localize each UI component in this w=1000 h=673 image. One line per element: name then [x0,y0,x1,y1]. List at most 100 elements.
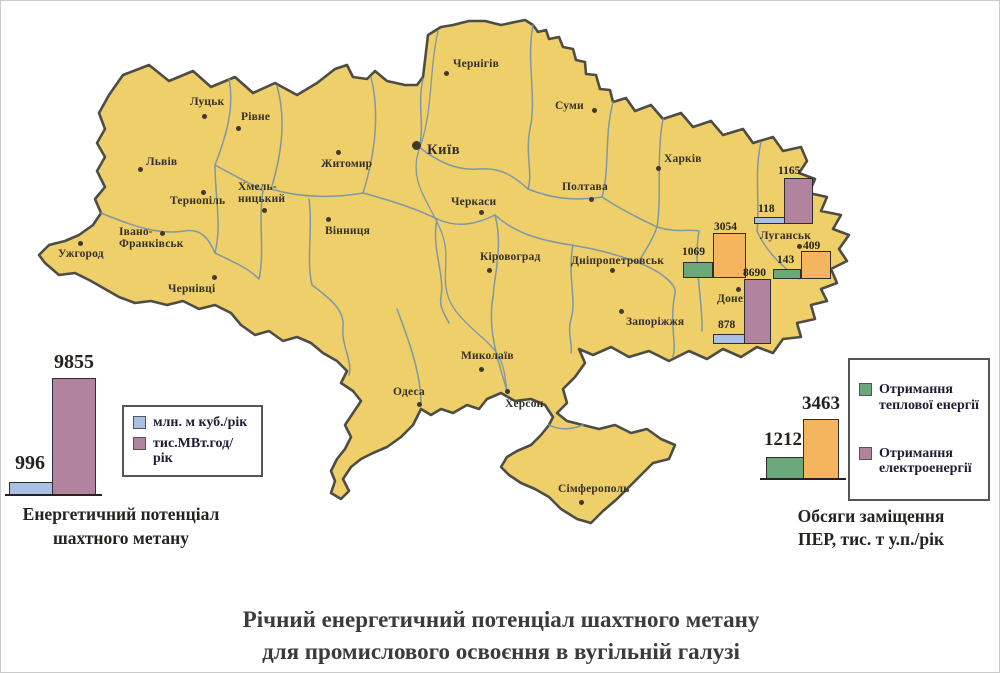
dnipro-river [415,30,509,394]
city-label: Чернівці [168,283,216,295]
city-label: Вінниця [325,225,370,237]
city-label: Черкаси [451,196,497,208]
city-label: Сімферополь [558,483,630,495]
city-label: Чернігів [453,58,499,70]
legend-label: тис.МВт.год/рік [153,435,234,467]
bar-value-luhansk-green: 143 [777,254,795,266]
city-label: Херсон [505,398,544,410]
city-label: Івано- Франківськ [119,226,184,251]
bar-luhansk-potential-blue [754,217,785,224]
bar-value-luhansk-blue: 118 [758,203,775,215]
legend-label: Отримання електроенергії [879,446,972,477]
city-label: Дніпропетровськ [571,255,665,267]
city-dot [417,402,422,407]
bar-value-donetsk-orange: 3054 [714,221,737,233]
right-chart-caption-line2: ПЕР, тис. т у.п./рік [797,529,945,549]
legend-label: Отримання теплової енергії [879,382,979,413]
city-label: Хмель- ницький [238,181,286,206]
legend-item: Отримання електроенергії [859,446,979,477]
city-dot [444,71,449,76]
legend-item: млн. м куб./рік [133,415,252,430]
city-label: Ужгород [58,248,104,260]
legend-item: тис.МВт.год/рік [133,436,252,467]
legend-label: млн. м куб./рік [153,415,248,431]
legend-label-line: Отримання [879,445,953,461]
figure-title-line2: для промислового освоєння в вугільній га… [262,639,740,664]
legend-item: Отримання теплової енергії [859,382,979,413]
bar-donetsk-substitution-orange [713,233,746,278]
city-dot [619,309,624,314]
city-label: Кіровоград [480,251,541,263]
right-chart-legend: Отримання теплової енергії Отримання еле… [848,358,990,501]
left-chart-legend: млн. м куб./рік тис.МВт.год/рік [122,405,263,477]
city-label: Миколаїв [461,350,514,362]
city-label: Луцьк [190,96,225,108]
city-dot [610,268,615,273]
city-label: Львів [146,156,178,168]
city-dot [160,231,165,236]
legend-swatch-purple [859,446,872,460]
city-dot [326,217,331,222]
city-dot [479,210,484,215]
legend-label-line: Отримання [879,382,953,398]
city-label: Запоріжжя [626,316,685,328]
city-dot [202,114,207,119]
bar-luhansk-substitution-green [773,269,801,279]
right-chart-caption-line1: Обсяги заміщення [797,506,945,526]
city-dot [589,197,594,202]
city-label: Тернопіль [170,195,226,207]
city-label: Луганськ [760,230,812,242]
city-label: Одеса [393,386,425,398]
city-dot [736,287,741,292]
bar-luhansk-potential-purple [784,178,813,224]
legend-swatch-purple [133,436,146,450]
legend-label-line: теплової енергії [879,397,979,413]
legend-label-line: електроенергії [879,461,972,477]
left-chart-bar-purple [52,378,96,495]
bar-value-luhansk-orange: 409 [803,240,821,252]
city-dot [479,367,484,372]
bar-value-luhansk-purple: 1165 [778,165,801,177]
bar-donetsk-potential-purple [744,279,771,344]
city-dot [212,275,217,280]
legend-swatch-green [859,383,872,397]
right-chart-bar-green [766,457,804,479]
city-dot [262,208,267,213]
bar-value-donetsk-purple: 8690 [743,267,766,279]
bar-luhansk-substitution-orange [801,251,831,279]
bar-donetsk-substitution-green [683,262,713,278]
left-chart-caption-line1: Енергетичний потенціал [22,504,220,524]
city-label: Полтава [562,181,608,193]
left-chart-axis [5,494,102,496]
city-dot [138,167,143,172]
city-dot [487,268,492,273]
city-dot [201,190,206,195]
bar-donetsk-potential-blue [713,334,745,344]
city-dot [412,141,421,150]
city-dot [656,166,661,171]
right-chart-green-value: 1212 [764,429,802,450]
city-dot [579,500,584,505]
right-chart-orange-value: 3463 [802,393,840,414]
city-dot [236,126,241,131]
city-label: Київ [427,142,461,158]
city-dot [78,241,83,246]
city-label: Суми [555,100,584,112]
city-label: Харків [664,153,702,165]
bar-value-donetsk-green: 1069 [682,246,705,258]
legend-swatch-blue [133,416,146,430]
city-dot [336,150,341,155]
right-chart-bar-orange [803,419,839,479]
city-label: Рівне [241,111,271,123]
left-chart-blue-value: 996 [15,452,45,474]
bar-value-donetsk-blue: 878 [718,319,736,331]
city-dot [505,389,510,394]
left-chart-purple-value: 9855 [54,351,94,373]
right-chart-axis [760,478,846,480]
city-label: Житомир [321,158,373,170]
figure-title-line1: Річний енергетичний потенціал шахтного м… [242,607,760,632]
left-chart-caption-line2: шахтного метану [53,528,189,548]
city-dot [797,244,802,249]
